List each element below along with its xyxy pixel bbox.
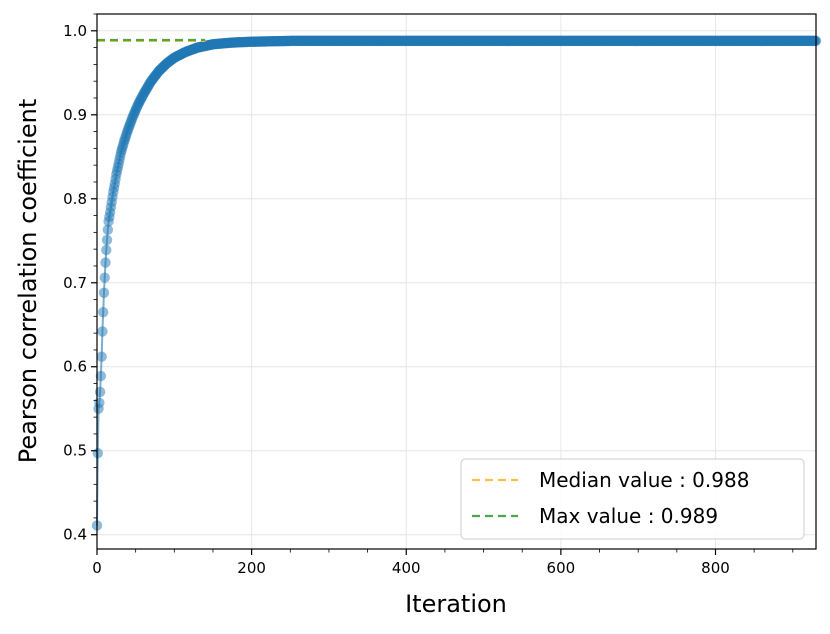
- data-point: [101, 244, 112, 256]
- data-point: [92, 448, 103, 459]
- data-point: [96, 351, 107, 362]
- data-point: [101, 234, 113, 246]
- y-tick-label: 0.5: [63, 442, 87, 460]
- x-tick-label: 400: [392, 559, 421, 577]
- series-layer: [91, 35, 822, 531]
- x-tick-label: 0: [92, 559, 102, 577]
- data-point: [102, 224, 114, 236]
- reference-lines: [97, 38, 206, 42]
- y-tick-label: 0.6: [63, 358, 87, 376]
- y-tick-label: 0.9: [63, 106, 87, 124]
- plot-frame: [96, 13, 817, 550]
- axes: 0 200 400 600 800 0.4 0.5 0.6 0.7 0.8 0.9 1.0: [63, 13, 794, 577]
- y-tick-label: 0.7: [63, 274, 87, 292]
- data-point: [95, 370, 107, 382]
- x-tick-label: 800: [701, 559, 730, 577]
- grid: [96, 14, 816, 549]
- legend-box: [460, 458, 805, 540]
- data-point: [97, 326, 108, 337]
- data-point: [97, 306, 109, 318]
- y-axis-label: Pearson correlation coefficient: [14, 99, 42, 464]
- y-tick-label: 1.0: [63, 22, 87, 40]
- legend: Median value : 0.988 Max value : 0.989: [460, 458, 805, 540]
- data-point: [98, 287, 110, 299]
- legend-median-label: Median value : 0.988: [539, 468, 749, 492]
- y-tick-label: 0.8: [63, 190, 87, 208]
- legend-max-label: Max value : 0.989: [539, 504, 718, 528]
- x-tick-label: 200: [237, 559, 266, 577]
- x-axis-label: Iteration: [405, 590, 507, 618]
- y-tick-label: 0.4: [63, 526, 87, 544]
- data-point: [100, 257, 111, 268]
- x-tick-label: 600: [547, 559, 576, 577]
- data-point: [94, 397, 105, 409]
- data-point: [99, 272, 110, 283]
